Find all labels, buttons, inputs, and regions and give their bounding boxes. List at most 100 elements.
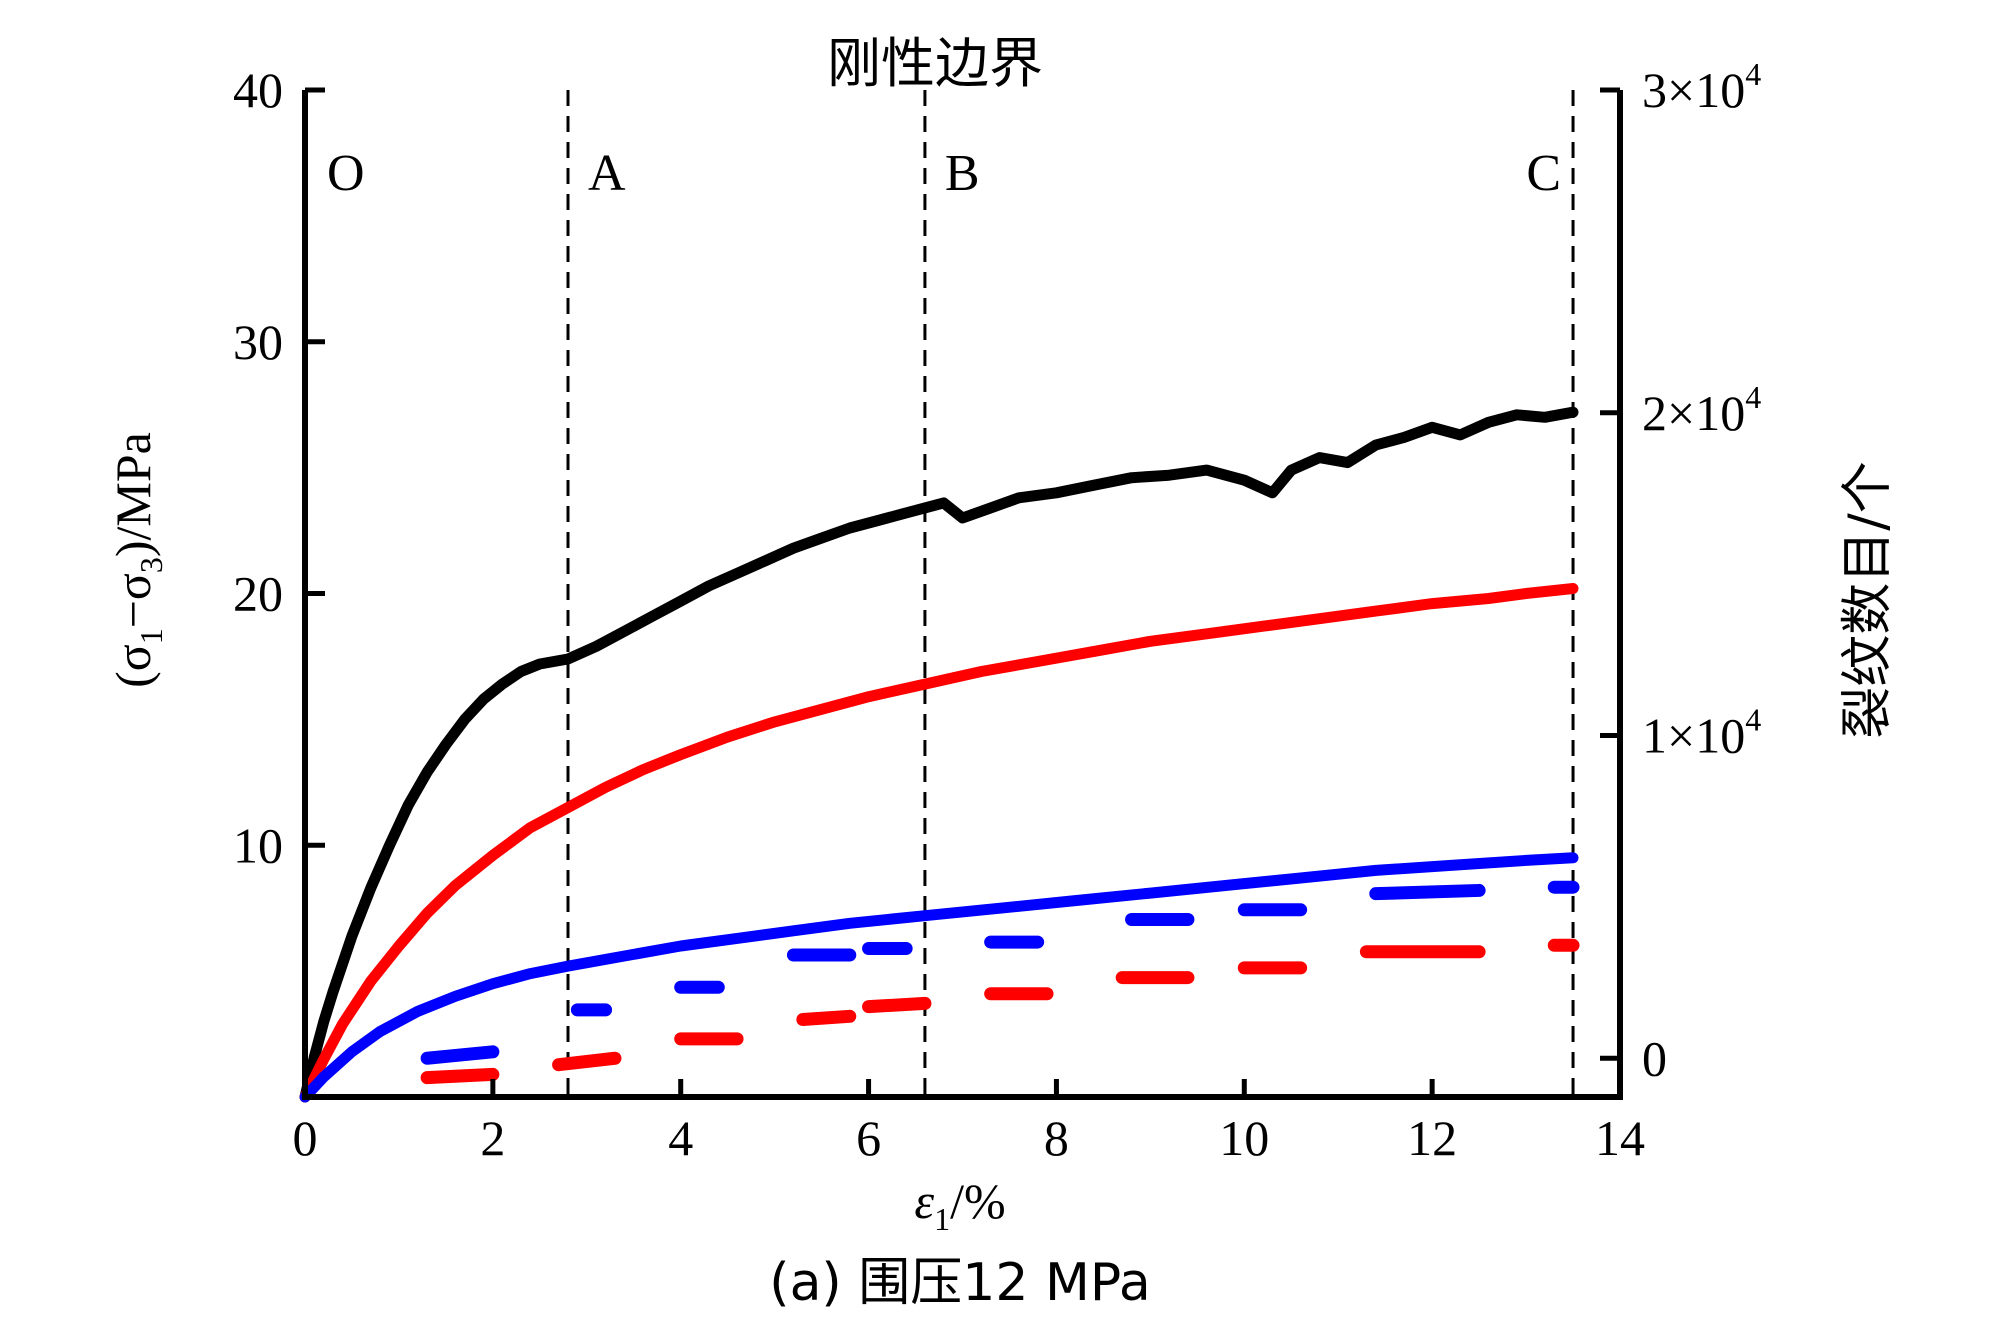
series-point [1089, 480, 1099, 491]
series-point [938, 497, 949, 508]
series-point [1370, 865, 1381, 876]
x-tick-label: 14 [1595, 1110, 1645, 1166]
series-point [1370, 606, 1381, 617]
series-point [675, 596, 686, 607]
series-point [563, 961, 573, 972]
x-tick-label: 4 [668, 1110, 693, 1166]
y-axis-left-label-sub2: 3 [133, 557, 169, 573]
series-line-1 [299, 583, 1579, 1103]
series-point [1568, 407, 1579, 418]
series-point [1483, 593, 1494, 604]
series-point [919, 910, 930, 921]
series-point [591, 641, 602, 652]
series-line-2 [299, 852, 1579, 1103]
crack-count-segment-3 [420, 1045, 500, 1065]
crack-count-segment-4 [862, 996, 932, 1014]
x-tick-label: 2 [480, 1110, 505, 1166]
series-point [525, 968, 536, 979]
series-point [788, 925, 799, 936]
series-point [1539, 412, 1550, 423]
x-tick-label: 0 [293, 1110, 318, 1166]
series-point [1145, 888, 1156, 899]
series-point [1239, 475, 1250, 486]
series-point [1370, 439, 1381, 450]
series-point [1051, 487, 1062, 498]
series-point [1295, 872, 1306, 883]
series-point [1427, 422, 1438, 433]
y-axis-left-label-close: )/MPa [105, 432, 161, 557]
x-axis-label-subscript: 1 [934, 1201, 950, 1237]
series-point [638, 764, 649, 775]
series-point [318, 1016, 329, 1027]
series-point [732, 933, 743, 944]
y-axis-left-label-sub1: 1 [133, 628, 169, 644]
series-point [675, 749, 686, 760]
stage-label-o: O [327, 145, 365, 202]
series-point [422, 908, 433, 919]
y-left-tick-label: 20 [233, 566, 283, 622]
series-point [563, 653, 573, 664]
series-point [1201, 465, 1212, 476]
series-point [318, 1071, 329, 1082]
y-right-tick-label: 3×104 [1642, 56, 1761, 118]
series-point [1455, 429, 1466, 440]
series-point [440, 739, 451, 750]
series-point [393, 940, 404, 951]
crack-count-segment-4 [552, 1051, 622, 1072]
crack-count-segment-4 [796, 1009, 857, 1027]
series-point [563, 802, 573, 813]
series-point [1483, 417, 1494, 428]
x-axis-label-unit: /% [950, 1173, 1006, 1229]
y-axis-left-label-minus: −σ [105, 573, 161, 628]
y-axis-left-label-open: (σ [105, 644, 161, 688]
series-point [384, 840, 395, 851]
x-tick-label: 6 [856, 1110, 881, 1166]
series-point [872, 515, 883, 526]
labels-layer: 0 2 4 6 8 10 12 14 10 20 30 40 0 1×104 2×104 3×104 O A B C [233, 56, 1761, 1166]
series-point [985, 502, 996, 513]
series-point [365, 976, 376, 987]
series-point [1267, 487, 1278, 498]
x-tick-label: 10 [1219, 1110, 1269, 1166]
y-left-tick-label: 40 [233, 62, 283, 118]
series-point [1258, 621, 1269, 632]
series-point [995, 903, 1006, 914]
y-left-tick-label: 10 [233, 817, 283, 873]
series-point [487, 850, 498, 861]
series-point [600, 782, 611, 793]
crack-count-segment-4 [420, 1067, 500, 1085]
series-point [422, 767, 433, 778]
series-point [525, 822, 536, 833]
y-right-tick-label: 2×104 [1642, 379, 1761, 441]
series-point [487, 978, 498, 989]
series-point [901, 507, 912, 518]
series-line-0 [299, 406, 1579, 1103]
x-axis-label-symbol: ε [914, 1173, 934, 1229]
series-point [703, 580, 714, 591]
series-point [375, 1026, 386, 1037]
series-point [1314, 613, 1325, 624]
series-point [450, 991, 461, 1002]
stage-label-b: B [945, 145, 980, 202]
y-right-tick-label: 1×104 [1642, 702, 1761, 764]
series-point [346, 930, 357, 941]
ticks-layer [302, 87, 1623, 1100]
series-point [647, 611, 658, 622]
series-point [844, 918, 855, 929]
series-point [459, 714, 470, 725]
series-point [1070, 895, 1081, 906]
series-point [1314, 452, 1325, 463]
series-point [976, 666, 987, 677]
series-point [497, 679, 508, 690]
x-axis-label: ε1/% [914, 1173, 1005, 1237]
series-point [1145, 636, 1156, 647]
y-right-tick-label: 0 [1642, 1030, 1667, 1086]
series-point [760, 555, 771, 566]
series-point [1201, 628, 1212, 639]
series-point [1521, 855, 1532, 866]
series-point [732, 568, 743, 579]
crack-count-segment-3 [1369, 883, 1486, 901]
series-point [478, 694, 489, 705]
series-point [1342, 457, 1353, 468]
series-point [1220, 880, 1231, 891]
